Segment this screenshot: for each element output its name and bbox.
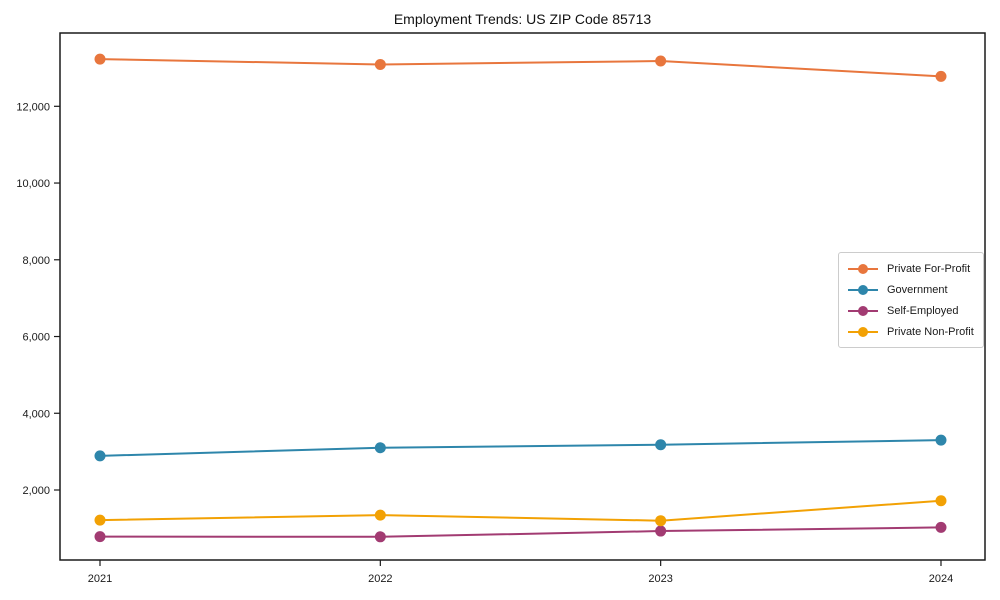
series-line-private-for-profit	[99, 58, 942, 78]
chart-title: Employment Trends: US ZIP Code 85713	[393, 11, 652, 27]
y-tick-label: 12,000	[16, 101, 50, 113]
data-point-marker	[94, 514, 106, 526]
data-point-marker	[935, 495, 947, 507]
data-point-marker	[94, 53, 106, 65]
legend-item-government: Government	[847, 279, 975, 300]
y-tick-label: 8,000	[22, 255, 50, 267]
legend-circle-marker	[858, 263, 868, 274]
legend-label: Self-Employed	[887, 304, 959, 317]
data-point-marker	[374, 509, 386, 521]
x-tick-label: 2023	[648, 573, 672, 585]
legend-label: Government	[887, 283, 948, 296]
legend-line-marker-icon	[848, 305, 878, 316]
x-tick-label: 2021	[88, 573, 112, 585]
legend-label: Private Non-Profit	[887, 325, 974, 338]
data-point-marker	[94, 531, 106, 543]
legend: Private For-Profit Government Self-Emplo…	[838, 252, 984, 348]
series-line-private-non-profit	[99, 499, 942, 522]
data-point-marker	[655, 515, 667, 527]
legend-line-marker-icon	[848, 263, 878, 274]
series-line-government	[99, 439, 942, 457]
data-point-marker	[374, 58, 386, 70]
data-point-marker	[655, 525, 667, 537]
legend-line-marker-icon	[848, 284, 878, 295]
y-tick-label: 6,000	[22, 332, 50, 344]
y-tick-label: 4,000	[22, 408, 50, 420]
data-point-marker	[374, 531, 386, 543]
x-tick-label: 2022	[368, 573, 392, 585]
legend-line-marker-icon	[848, 326, 878, 337]
plot-border	[59, 32, 986, 561]
y-tick-label: 10,000	[16, 178, 50, 190]
data-point-marker	[935, 521, 947, 533]
data-point-marker	[655, 55, 667, 67]
data-point-marker	[655, 439, 667, 451]
legend-item-self-employed: Self-Employed	[847, 300, 975, 321]
data-point-marker	[374, 442, 386, 454]
legend-item-private-non-profit: Private Non-Profit	[847, 321, 975, 342]
data-point-marker	[94, 450, 106, 462]
legend-item-private-for-profit: Private For-Profit	[847, 258, 975, 279]
x-tick-label: 2024	[929, 573, 953, 585]
y-tick-label: 2,000	[22, 485, 50, 497]
series-line-self-employed	[99, 526, 942, 538]
data-point-marker	[935, 70, 947, 82]
legend-circle-marker	[858, 326, 868, 337]
legend-circle-marker	[858, 305, 868, 316]
legend-label: Private For-Profit	[887, 262, 971, 275]
legend-circle-marker	[858, 284, 868, 295]
data-point-marker	[935, 434, 947, 446]
